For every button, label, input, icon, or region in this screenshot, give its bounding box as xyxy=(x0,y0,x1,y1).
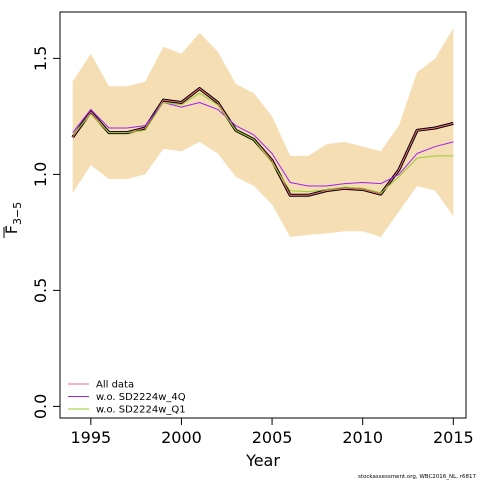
legend-label: All data xyxy=(96,380,134,391)
series-lines-layer xyxy=(71,87,454,197)
svg-text:F3−5: F3−5 xyxy=(2,202,24,234)
series-line-1 xyxy=(72,88,454,196)
x-tick-label: 2000 xyxy=(161,428,202,447)
legend-item-1: All data xyxy=(68,380,134,391)
x-tick-label: 1995 xyxy=(70,428,111,447)
legend-item-2: w.o. SD2224w_4Q xyxy=(68,392,186,403)
y-tick-label: 1.5 xyxy=(31,46,50,71)
x-axis-title: Year xyxy=(245,451,280,470)
confidence-band xyxy=(72,28,454,238)
x-tick-label: 2015 xyxy=(433,428,474,447)
x-tick-label: 2005 xyxy=(252,428,293,447)
y-axis: 0.0 0.5 1.0 1.5 xyxy=(31,46,61,419)
footer-note: stockassessment.org, WBC2016_NL, r6817 xyxy=(358,474,477,480)
series-line-2 xyxy=(72,101,454,187)
legend-label: w.o. SD2224w_4Q xyxy=(96,392,186,403)
series-line-3 xyxy=(72,92,454,194)
confidence-band-layer xyxy=(72,28,454,238)
plot-frame xyxy=(59,11,467,419)
y-tick-label: 1.0 xyxy=(31,162,50,187)
y-axis-title-main: F xyxy=(2,225,21,234)
y-axis-title-subscript: 3−5 xyxy=(11,202,24,225)
y-tick-label: 0.5 xyxy=(31,278,50,303)
y-tick-label: 0.0 xyxy=(31,394,50,419)
x-axis: 1995 2000 2005 2010 2015 xyxy=(70,417,474,447)
y-axis-title: F3−5 xyxy=(2,202,24,238)
legend-item-3: w.o. SD2224w_Q1 xyxy=(68,405,186,416)
legend-label: w.o. SD2224w_Q1 xyxy=(96,405,186,416)
x-tick-label: 2010 xyxy=(342,428,383,447)
